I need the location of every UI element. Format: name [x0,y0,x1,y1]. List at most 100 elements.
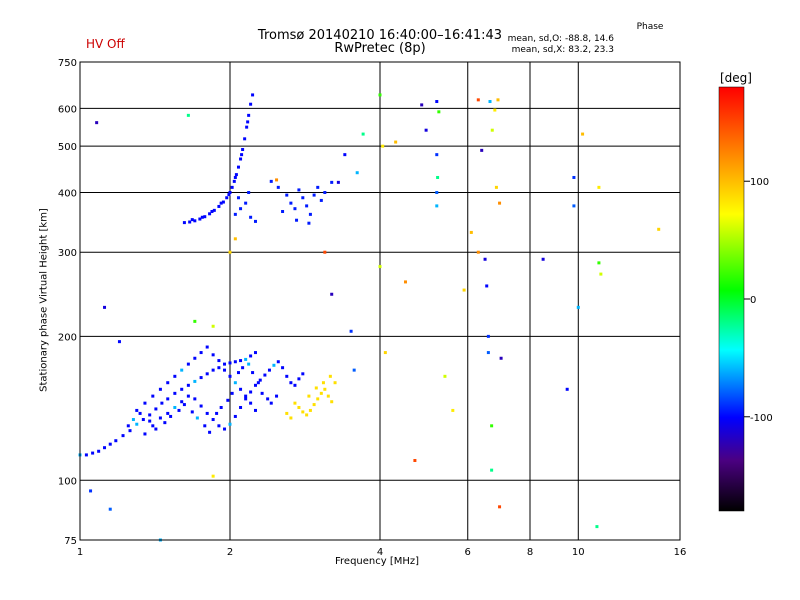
data-point [233,175,237,179]
y-tick-label: 500 [58,142,77,153]
data-point [285,411,289,415]
y-tick-label: 75 [64,536,77,547]
data-point [247,362,251,366]
data-point [212,208,216,212]
data-point [223,368,227,372]
data-point [228,190,232,194]
data-point [91,451,95,455]
data-point [219,201,223,205]
data-point [275,178,279,182]
data-point [249,401,253,405]
data-point [541,257,545,261]
data-point [217,359,221,363]
data-point [394,140,398,144]
data-point [217,204,221,208]
data-point [89,489,93,493]
data-point [233,414,237,418]
data-point [158,387,162,391]
data-point [498,505,502,509]
data-point [498,201,502,205]
data-point [263,373,267,377]
data-point [285,374,289,378]
data-point [383,351,387,355]
data-point [243,137,247,141]
data-point [186,383,190,387]
data-point [135,408,139,412]
x-tick-label: 16 [674,547,687,558]
x-tick-label: 10 [572,547,585,558]
x-tick-label: 4 [377,547,383,558]
data-point [190,218,194,222]
stats-title: Phase [636,22,664,32]
data-point [486,334,490,338]
data-point [323,387,327,391]
data-point [424,128,428,132]
data-point [239,405,243,409]
data-point [436,175,440,179]
data-point [244,201,248,205]
data-point [200,215,204,219]
data-point [211,474,215,478]
data-point [316,185,320,189]
data-point [226,398,230,402]
data-point [435,153,439,157]
data-point [657,227,661,231]
data-point [239,387,243,391]
data-point [217,424,221,428]
data-point [223,362,227,366]
data-point [240,153,244,157]
data-point [321,381,325,385]
data-point [205,411,209,415]
data-point [476,98,480,102]
data-point [249,354,253,358]
data-point [247,190,251,194]
data-point [258,378,262,382]
data-point [233,381,237,385]
data-point [301,196,305,200]
data-point [166,381,170,385]
data-point [190,410,194,414]
data-point [239,359,243,363]
data-point [151,424,155,428]
data-point [163,421,167,425]
data-point [295,218,299,222]
data-point [480,148,484,152]
plot-frame [79,61,681,541]
data-point [333,381,337,385]
data-point [188,220,192,224]
data-point [173,391,177,395]
data-point [597,185,601,189]
data-point [244,397,248,401]
data-point [267,368,271,372]
y-tick-label: 100 [58,476,77,487]
chart-subtitle: RwPretec (8p) [334,41,426,56]
data-point [352,368,356,372]
data-point [330,180,334,184]
data-point [131,418,135,422]
data-point [289,416,293,420]
data-point [210,210,214,214]
data-point [581,132,585,136]
data-point [228,250,232,254]
data-point [297,188,301,192]
data-point [148,413,152,417]
hv-status: HV Off [86,37,125,51]
data-point [117,340,121,344]
data-point [186,394,190,398]
data-point [208,212,212,216]
data-point [308,212,312,216]
data-point [435,190,439,194]
data-point [494,185,498,189]
data-point [154,427,158,431]
data-point [253,383,257,387]
data-point [128,429,132,433]
data-point [281,210,285,214]
colorbar [718,86,745,512]
data-point [260,391,264,395]
y-tick-label: 600 [58,104,77,115]
data-point [316,397,320,401]
data-point [247,113,251,117]
data-point [148,419,152,423]
data-point [443,374,447,378]
